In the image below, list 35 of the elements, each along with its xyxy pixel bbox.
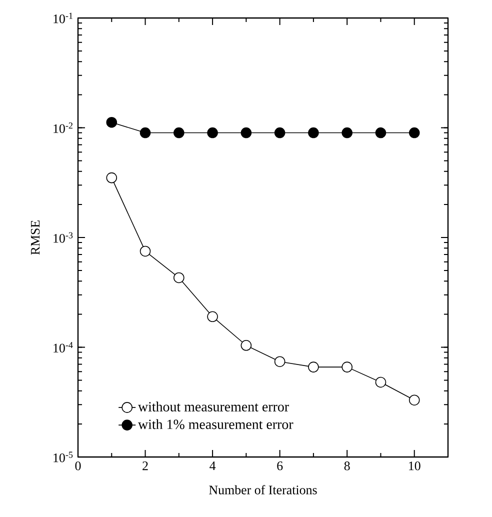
point: [140, 127, 151, 138]
point: [342, 127, 352, 138]
point: [174, 127, 184, 138]
point: [140, 246, 151, 257]
point: [240, 340, 252, 351]
point: [174, 272, 184, 284]
y-axis-title: RMSE: [30, 220, 40, 255]
x-axis-title: Number of Iterations: [209, 485, 317, 494]
point: [408, 127, 420, 138]
point: [207, 127, 218, 138]
x-tick-label: 0: [75, 462, 81, 470]
point: [274, 356, 286, 368]
point: [240, 127, 252, 138]
point: [106, 116, 118, 128]
point: [308, 362, 319, 372]
point: [342, 362, 352, 372]
y-tick-label: 10$^{-2}$: [54, 122, 72, 133]
point: [375, 376, 386, 388]
x-tick-label: 6: [277, 462, 283, 470]
x-tick-label: 8: [344, 462, 350, 470]
y-tick-label: 10$^{-3}$: [54, 232, 73, 243]
point: [274, 127, 286, 138]
legend-label: with 1% measurement error: [138, 419, 294, 430]
x-tick-label: 4: [210, 462, 216, 470]
y-tick-label: 10$^{-1}$: [54, 12, 72, 24]
legend-label: without measurement error: [138, 402, 289, 412]
y-tick-label: 10$^{-5}$: [54, 452, 73, 462]
point: [375, 127, 386, 138]
point: [408, 394, 420, 406]
x-tick-label: 2: [142, 462, 148, 470]
point: [106, 172, 118, 184]
x-tick-label: 10: [409, 462, 420, 470]
point: [308, 127, 319, 138]
point: [207, 311, 218, 322]
y-tick-label: 10$^{-4}$: [54, 342, 73, 352]
